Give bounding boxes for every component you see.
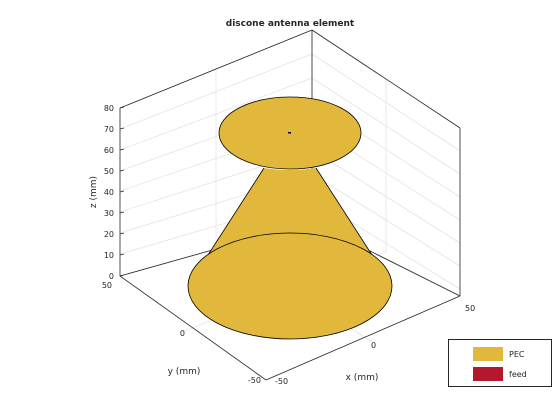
z-tick-label: 20 (104, 230, 114, 239)
legend-item-pec: PEC (473, 346, 524, 362)
feed-point (288, 132, 291, 134)
z-tick-label: 30 (104, 209, 114, 218)
cone-base (187, 232, 393, 340)
y-tick-labels: 50 0 -50 (102, 281, 261, 385)
y-tick-label: 0 (180, 329, 185, 338)
y-tick-label: 50 (102, 281, 112, 290)
z-tick-label: 0 (109, 272, 114, 281)
figure-title: discone antenna element (226, 19, 355, 29)
y-tick-label: -50 (248, 376, 261, 385)
z-tick-label: 40 (104, 188, 114, 197)
pec-swatch-icon (473, 347, 503, 361)
x-tick-label: 0 (371, 341, 376, 350)
legend-label: PEC (509, 349, 525, 359)
z-tick-label: 80 (104, 104, 114, 113)
x-axis-label: x (mm) (346, 373, 379, 383)
legend: PEC feed (448, 339, 552, 387)
z-tick-label: 10 (104, 251, 114, 260)
z-tick-label: 50 (104, 167, 114, 176)
legend-item-feed: feed (473, 366, 527, 382)
z-tick-label: 70 (104, 125, 114, 134)
z-tick-label: 60 (104, 146, 114, 155)
legend-label: feed (509, 369, 527, 379)
feed-swatch-icon (473, 367, 503, 381)
x-tick-label: -50 (275, 377, 288, 386)
z-tick-labels: 0 10 20 30 40 50 60 70 80 (104, 104, 114, 281)
z-ticks (119, 106, 125, 277)
antenna-geometry (187, 96, 393, 340)
x-tick-labels: -50 0 50 (275, 304, 475, 386)
x-tick-label: 50 (465, 304, 475, 313)
y-axis-label: y (mm) (168, 367, 201, 377)
z-axis-label: z (mm) (89, 176, 99, 208)
